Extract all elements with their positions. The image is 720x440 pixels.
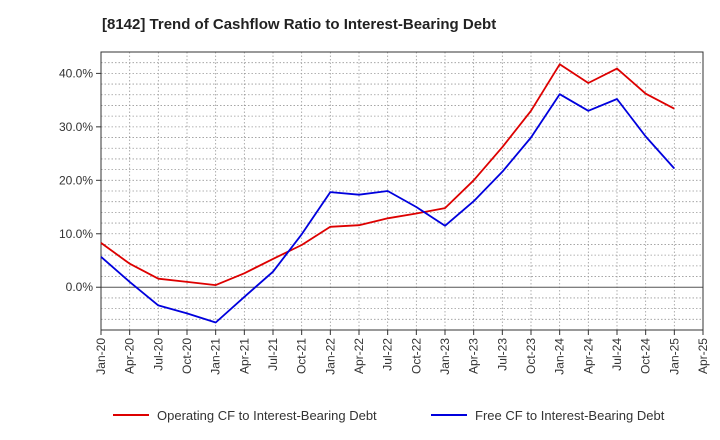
x-tick-label: Apr-22 [352,338,366,374]
y-tick-label: 0.0% [66,280,94,294]
legend: Operating CF to Interest-Bearing Debt Fr… [0,404,720,426]
series-line-0 [100,63,675,287]
legend-swatch-operating-cf [113,414,149,416]
y-tick-label: 30.0% [59,120,93,134]
x-tick-label: Apr-25 [696,338,710,374]
x-tick-label: Oct-20 [180,338,194,374]
plot-border [100,51,704,331]
x-tick-label: Jul-24 [610,338,624,371]
x-tick-label: Oct-21 [295,338,309,374]
x-tick-label: Jul-22 [381,338,395,371]
x-tick-labels: Jan-20 Apr-20 Jul-20 Oct-20 Jan-21 Apr-21 Jul-… [94,338,710,375]
x-tick-label: Oct-24 [639,338,653,374]
legend-item-free-cf: Free CF to Interest-Bearing Debt [431,404,664,426]
x-tick-label: Jan-21 [209,338,223,375]
series-line-1 [100,93,675,324]
x-tick-label: Oct-22 [409,338,423,374]
x-tick-label: Jan-22 [323,338,337,375]
y-tick-labels: 0.0% 10.0% 20.0% 30.0% 40.0% [59,66,93,294]
grid-layer [100,51,704,331]
y-tick-label: 40.0% [59,66,93,80]
x-tick-label: Apr-21 [237,338,251,374]
legend-label-operating-cf: Operating CF to Interest-Bearing Debt [157,407,377,423]
series-layer [100,63,675,324]
legend-item-operating-cf: Operating CF to Interest-Bearing Debt [113,404,377,426]
x-tick-label: Jul-21 [266,338,280,371]
y-tick-label: 10.0% [59,227,93,241]
x-tick-label: Jan-23 [438,338,452,375]
x-tick-label: Jul-20 [151,338,165,371]
x-tick-label: Jul-23 [495,338,509,371]
x-tick-label: Jan-20 [94,338,108,375]
legend-swatch-free-cf [431,414,467,416]
x-tick-label: Oct-23 [524,338,538,374]
x-tick-label: Apr-24 [581,338,595,374]
x-tick-label: Apr-23 [467,338,481,374]
x-tick-label: Jan-24 [553,338,567,375]
legend-label-free-cf: Free CF to Interest-Bearing Debt [475,407,665,423]
axis-layer [96,51,704,335]
y-tick-label: 20.0% [59,173,93,187]
x-tick-label: Jan-25 [667,338,681,375]
chart-title: [8142] Trend of Cashflow Ratio to Intere… [102,16,497,33]
x-tick-label: Apr-20 [123,338,137,374]
